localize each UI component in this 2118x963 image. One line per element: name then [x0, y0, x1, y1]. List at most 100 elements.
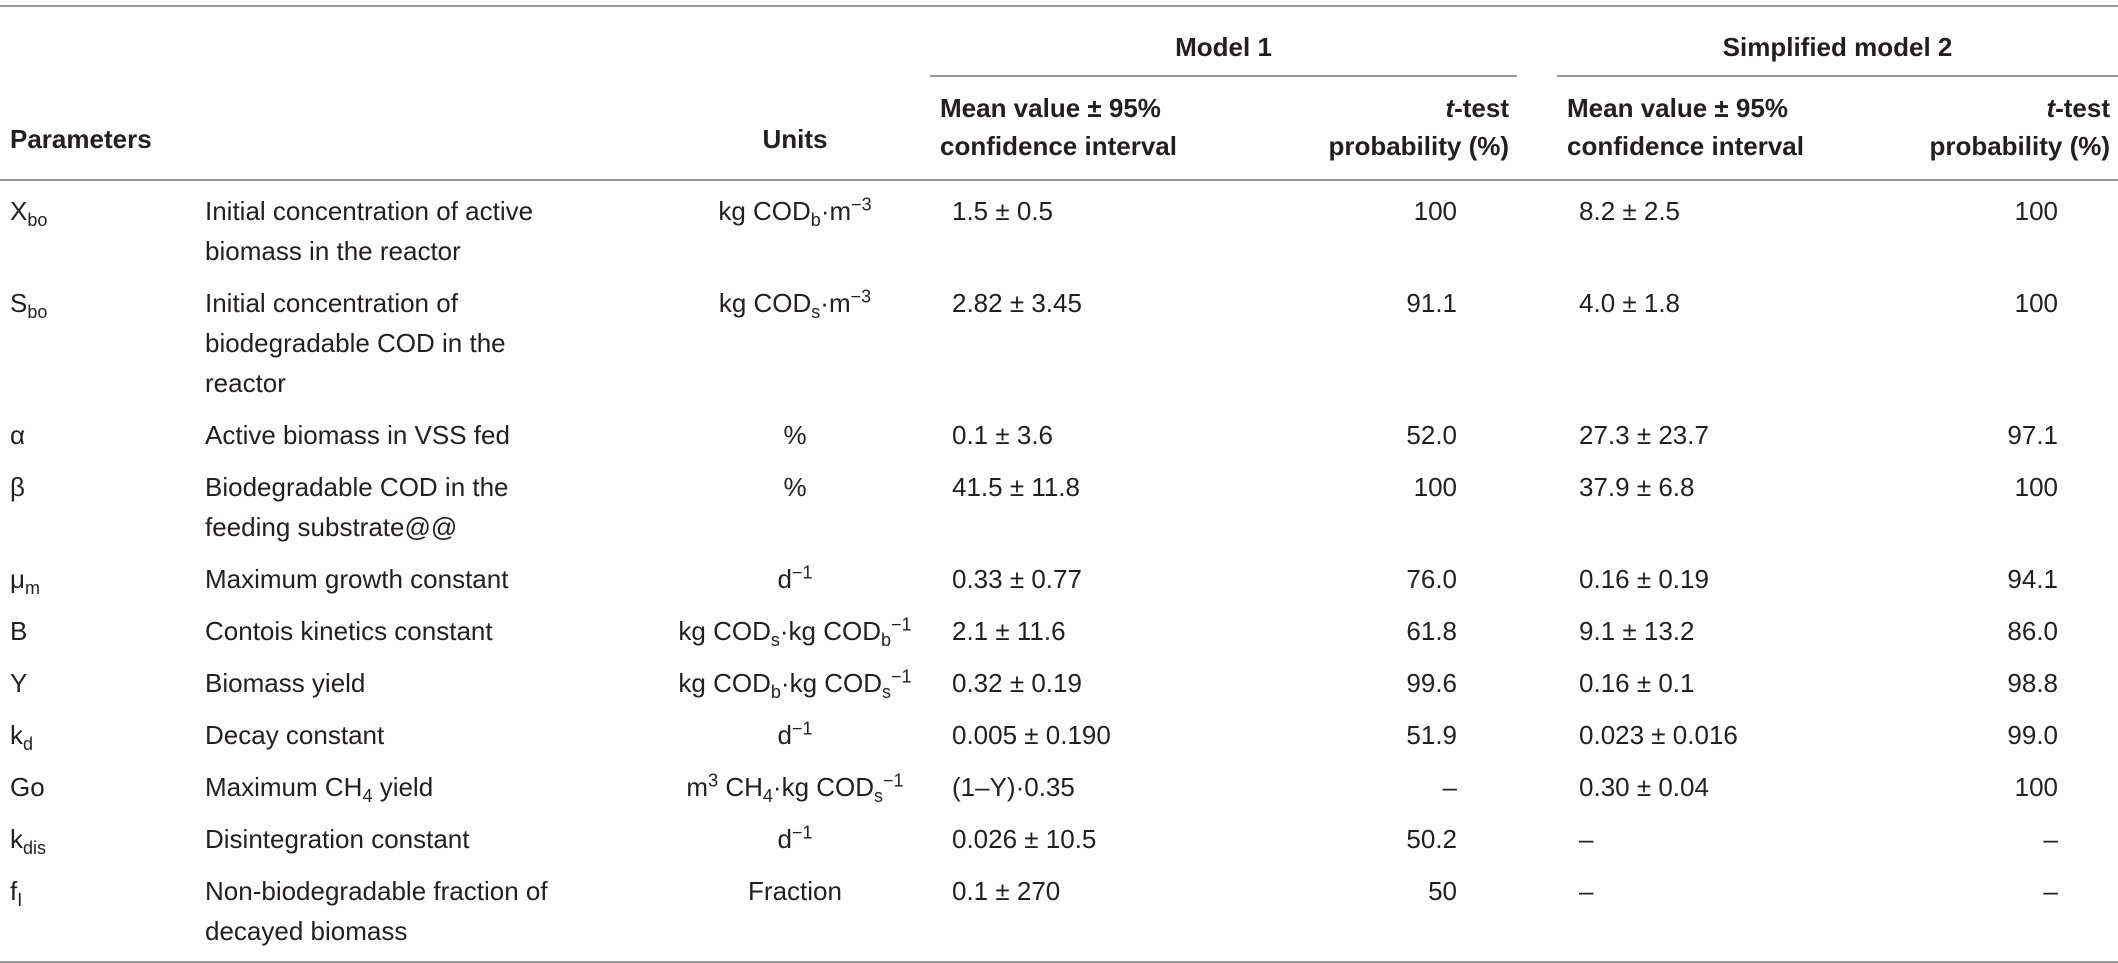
table-row: β Biodegradable COD in the feeding substra… [0, 461, 2118, 553]
model1-ttest-heading: t-test probability (%) [1290, 76, 1517, 180]
parameter-unit: kg CODb·kg CODs−1 [678, 666, 912, 703]
model1-ttest-value: 76.0 [1406, 564, 1458, 594]
parameter-symbol: Go [10, 772, 45, 802]
table-row: Sbo Initial concentration of biodegradable… [0, 277, 2118, 409]
model1-mean-value: (1–Y)·0.35 [952, 772, 1075, 802]
parameter-unit: kg CODs·kg CODb−1 [678, 614, 912, 651]
model1-ttest-value: 91.1 [1406, 288, 1458, 318]
parameter-symbol: Xbo [10, 196, 48, 231]
model1-mean-value: 0.33 ± 0.77 [952, 564, 1082, 594]
table-row: Go Maximum CH4 yield m3 CH4·kg CODs−1 (1–Y)… [0, 761, 2118, 813]
table-row: Xbo Initial concentration of active biomas… [0, 180, 2118, 277]
parameter-unit: kg CODs·m−3 [718, 286, 872, 323]
model2-ttest-value: – [2043, 824, 2059, 854]
parameter-description: Non-biodegradable fraction of decayed bio… [205, 876, 548, 946]
header-empty [0, 6, 930, 76]
model1-mean-value: 0.026 ± 10.5 [952, 824, 1097, 854]
gap-cell [1517, 657, 1557, 709]
model2-ttest-value: 100 [2014, 288, 2059, 318]
ttest-heading-line2: probability (%) [1929, 131, 2111, 161]
header-gap-2 [1517, 76, 1557, 180]
gap-cell [1517, 761, 1557, 813]
parameter-description: Biodegradable COD in the feeding substrat… [205, 472, 509, 542]
parameter-symbol: kdis [10, 824, 47, 859]
parameter-unit: m3 CH4·kg CODs−1 [686, 770, 904, 807]
parameter-description: Biomass yield [205, 668, 366, 698]
parameter-unit: % [783, 420, 807, 450]
table-row: B Contois kinetics constant kg CODs·kg COD… [0, 605, 2118, 657]
header-gap [1517, 6, 1557, 76]
model2-mean-value: – [1579, 876, 1594, 906]
gap-cell [1517, 409, 1557, 461]
parameter-symbol: μm [10, 564, 40, 599]
parameter-unit: d−1 [777, 562, 813, 594]
parameter-symbol: α [10, 420, 26, 450]
parameter-symbol: Y [10, 668, 28, 698]
model1-ttest-value: 50 [1428, 876, 1458, 906]
ttest-rest: -test [1454, 93, 1510, 123]
model1-ttest-value: 51.9 [1406, 720, 1458, 750]
mean-heading-line1: Mean value ± 95% [940, 93, 1161, 123]
parameter-description: Active biomass in VSS fed [205, 420, 510, 450]
model1-mean-value: 2.82 ± 3.45 [952, 288, 1082, 318]
parameter-unit: % [783, 472, 807, 502]
gap-cell [1517, 605, 1557, 657]
model2-mean-value: 8.2 ± 2.5 [1579, 196, 1681, 226]
mean-heading-line2: confidence interval [1567, 131, 1804, 161]
table-row: kd Decay constant d−1 0.005 ± 0.190 51.9 0.02… [0, 709, 2118, 761]
model1-ttest-value: 50.2 [1406, 824, 1458, 854]
model1-mean-heading: Mean value ± 95% confidence interval [930, 76, 1290, 180]
model1-mean-value: 1.5 ± 0.5 [952, 196, 1054, 226]
parameter-description: Initial concentration of biodegradable CO… [205, 288, 506, 398]
parameter-description: Disintegration constant [205, 824, 470, 854]
model1-mean-value: 0.005 ± 0.190 [952, 720, 1111, 750]
model2-mean-heading: Mean value ± 95% confidence interval [1557, 76, 1877, 180]
model2-ttest-value: 98.8 [2007, 668, 2059, 698]
model2-ttest-value: 97.1 [2007, 420, 2059, 450]
parameter-unit: d−1 [777, 718, 813, 750]
ttest-rest: -test [2055, 93, 2111, 123]
table-row: fI Non-biodegradable fraction of decayed b… [0, 865, 2118, 962]
model2-mean-value: 27.3 ± 23.7 [1579, 420, 1709, 450]
model1-ttest-value: 61.8 [1406, 616, 1458, 646]
model1-mean-value: 41.5 ± 11.8 [952, 472, 1080, 502]
model1-mean-value: 2.1 ± 11.6 [952, 616, 1066, 646]
parameter-unit: Fraction [748, 876, 842, 906]
model2-mean-value: 0.16 ± 0.19 [1579, 564, 1709, 594]
parameter-description: Contois kinetics constant [205, 616, 493, 646]
gap-cell [1517, 813, 1557, 865]
parameter-description: Maximum CH4 yield [205, 772, 434, 807]
model2-mean-value: 37.9 ± 6.8 [1579, 472, 1695, 502]
model2-mean-value: – [1579, 824, 1594, 854]
table-body: Xbo Initial concentration of active biomas… [0, 180, 2118, 962]
ttest-t: t [2046, 93, 2056, 123]
parameter-symbol: β [10, 472, 25, 502]
model1-ttest-value: 100 [1413, 196, 1458, 226]
ttest-t: t [1445, 93, 1455, 123]
ttest-heading-line2: probability (%) [1328, 131, 1510, 161]
model2-ttest-heading: t-test probability (%) [1877, 76, 2118, 180]
header-group-row: Model 1 Simplified model 2 [0, 6, 2118, 77]
gap-cell [1517, 461, 1557, 553]
parameter-unit: kg CODb·m−3 [718, 194, 872, 231]
model2-heading: Simplified model 2 [1557, 6, 2118, 77]
model1-heading: Model 1 [930, 6, 1518, 77]
model1-mean-value: 0.1 ± 270 [952, 876, 1061, 906]
parameter-description: Initial concentration of active biomass i… [205, 196, 534, 266]
parameter-symbol: fI [10, 876, 23, 911]
gap-cell [1517, 709, 1557, 761]
model2-ttest-value: 100 [2014, 472, 2059, 502]
gap-cell [1517, 180, 1557, 277]
model1-mean-value: 0.32 ± 0.19 [952, 668, 1082, 698]
parameter-symbol: kd [10, 720, 34, 755]
model1-ttest-value: 100 [1413, 472, 1458, 502]
table-header: Model 1 Simplified model 2 Parameters Un… [0, 6, 2118, 180]
parameters-heading: Parameters [10, 124, 152, 154]
model1-mean-value: 0.1 ± 3.6 [952, 420, 1054, 450]
model2-mean-value: 4.0 ± 1.8 [1579, 288, 1681, 318]
model2-ttest-value: 86.0 [2007, 616, 2059, 646]
units-heading: Units [762, 124, 828, 154]
model1-ttest-value: – [1442, 772, 1458, 802]
gap-cell [1517, 553, 1557, 605]
